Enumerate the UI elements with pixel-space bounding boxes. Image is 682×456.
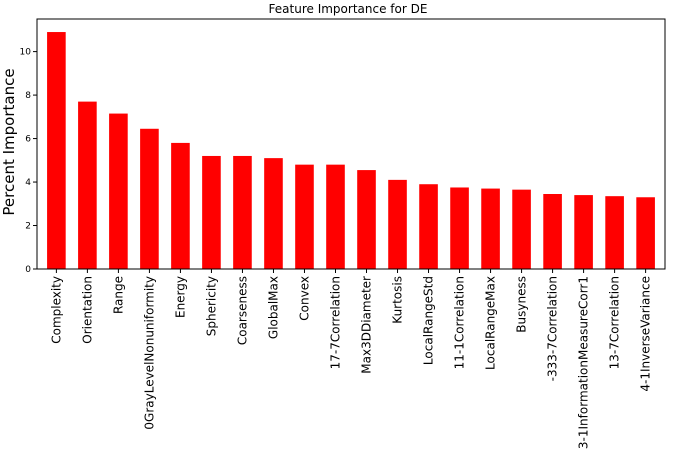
bar-Convex — [295, 164, 314, 269]
bar-LocalRangeMax — [481, 188, 500, 269]
x-tick-label: Kurtosis — [391, 276, 405, 324]
y-tick-label: 10 — [20, 48, 32, 58]
y-tick-label: 6 — [25, 135, 31, 145]
bar-3-1InformationMeasureCorr1 — [574, 195, 593, 269]
x-tick-label: Max3DDiameter — [360, 276, 374, 374]
x-tick-label: Busyness — [515, 276, 529, 333]
bar-Complexity — [47, 32, 66, 269]
x-tick-label: LocalRangeMax — [484, 276, 498, 370]
x-tick-label: Convex — [297, 276, 311, 321]
bar-Max3DDiameter — [357, 170, 376, 269]
bar-LocalRangeStd — [419, 184, 438, 269]
bar-4-1InverseVariance — [636, 197, 655, 269]
x-tick-label: Range — [111, 276, 125, 314]
y-axis-label: Percent Importance — [0, 68, 18, 215]
x-tick-label: -333-7Correlation — [546, 276, 560, 381]
x-tick-label: Complexity — [49, 276, 63, 344]
x-tick-label: Energy — [173, 276, 187, 318]
x-tick-label: Sphericity — [204, 276, 218, 336]
bar-Busyness — [512, 189, 531, 269]
x-tick-label: 4-1InverseVariance — [639, 276, 653, 392]
bar--333-7Correlation — [543, 194, 562, 269]
bar-GlobalMax — [264, 158, 283, 269]
x-tick-label: Orientation — [80, 276, 94, 344]
bar-Kurtosis — [388, 179, 407, 269]
bar-Range — [109, 113, 128, 269]
x-tick-label: LocalRangeStd — [422, 276, 436, 365]
bar-0GrayLevelNonuniformity — [140, 128, 159, 269]
y-tick-label: 4 — [25, 178, 31, 188]
y-ticks-group: 0 2 4 6 8 10 — [20, 48, 37, 275]
chart-title: Feature Importance for DE — [269, 2, 428, 16]
plot-frame — [36, 18, 666, 270]
x-ticks-group: Complexity Orientation Range 0GrayLevelNonu… — [49, 269, 653, 449]
y-tick-label: 2 — [25, 222, 31, 232]
y-tick-label: 8 — [25, 91, 31, 101]
x-tick-label: 3-1InformationMeasureCorr1 — [577, 276, 591, 449]
bar-13-7Correlation — [605, 196, 624, 269]
x-tick-label: 17-7Correlation — [328, 276, 342, 369]
bars-group — [47, 32, 655, 269]
bar-11-1Correlation — [450, 187, 469, 269]
x-tick-label: 11-1Correlation — [453, 276, 467, 369]
x-tick-label: Coarseness — [235, 276, 249, 345]
bar-17-7Correlation — [326, 164, 345, 269]
bar-Energy — [171, 142, 190, 269]
y-tick-label: 0 — [25, 265, 31, 275]
bar-Coarseness — [233, 155, 252, 269]
x-tick-label: 13-7Correlation — [608, 276, 622, 369]
bar-Orientation — [78, 101, 97, 269]
bar-Sphericity — [202, 155, 221, 269]
x-tick-label: 0GrayLevelNonuniformity — [142, 276, 156, 430]
x-tick-label: GlobalMax — [266, 276, 280, 339]
